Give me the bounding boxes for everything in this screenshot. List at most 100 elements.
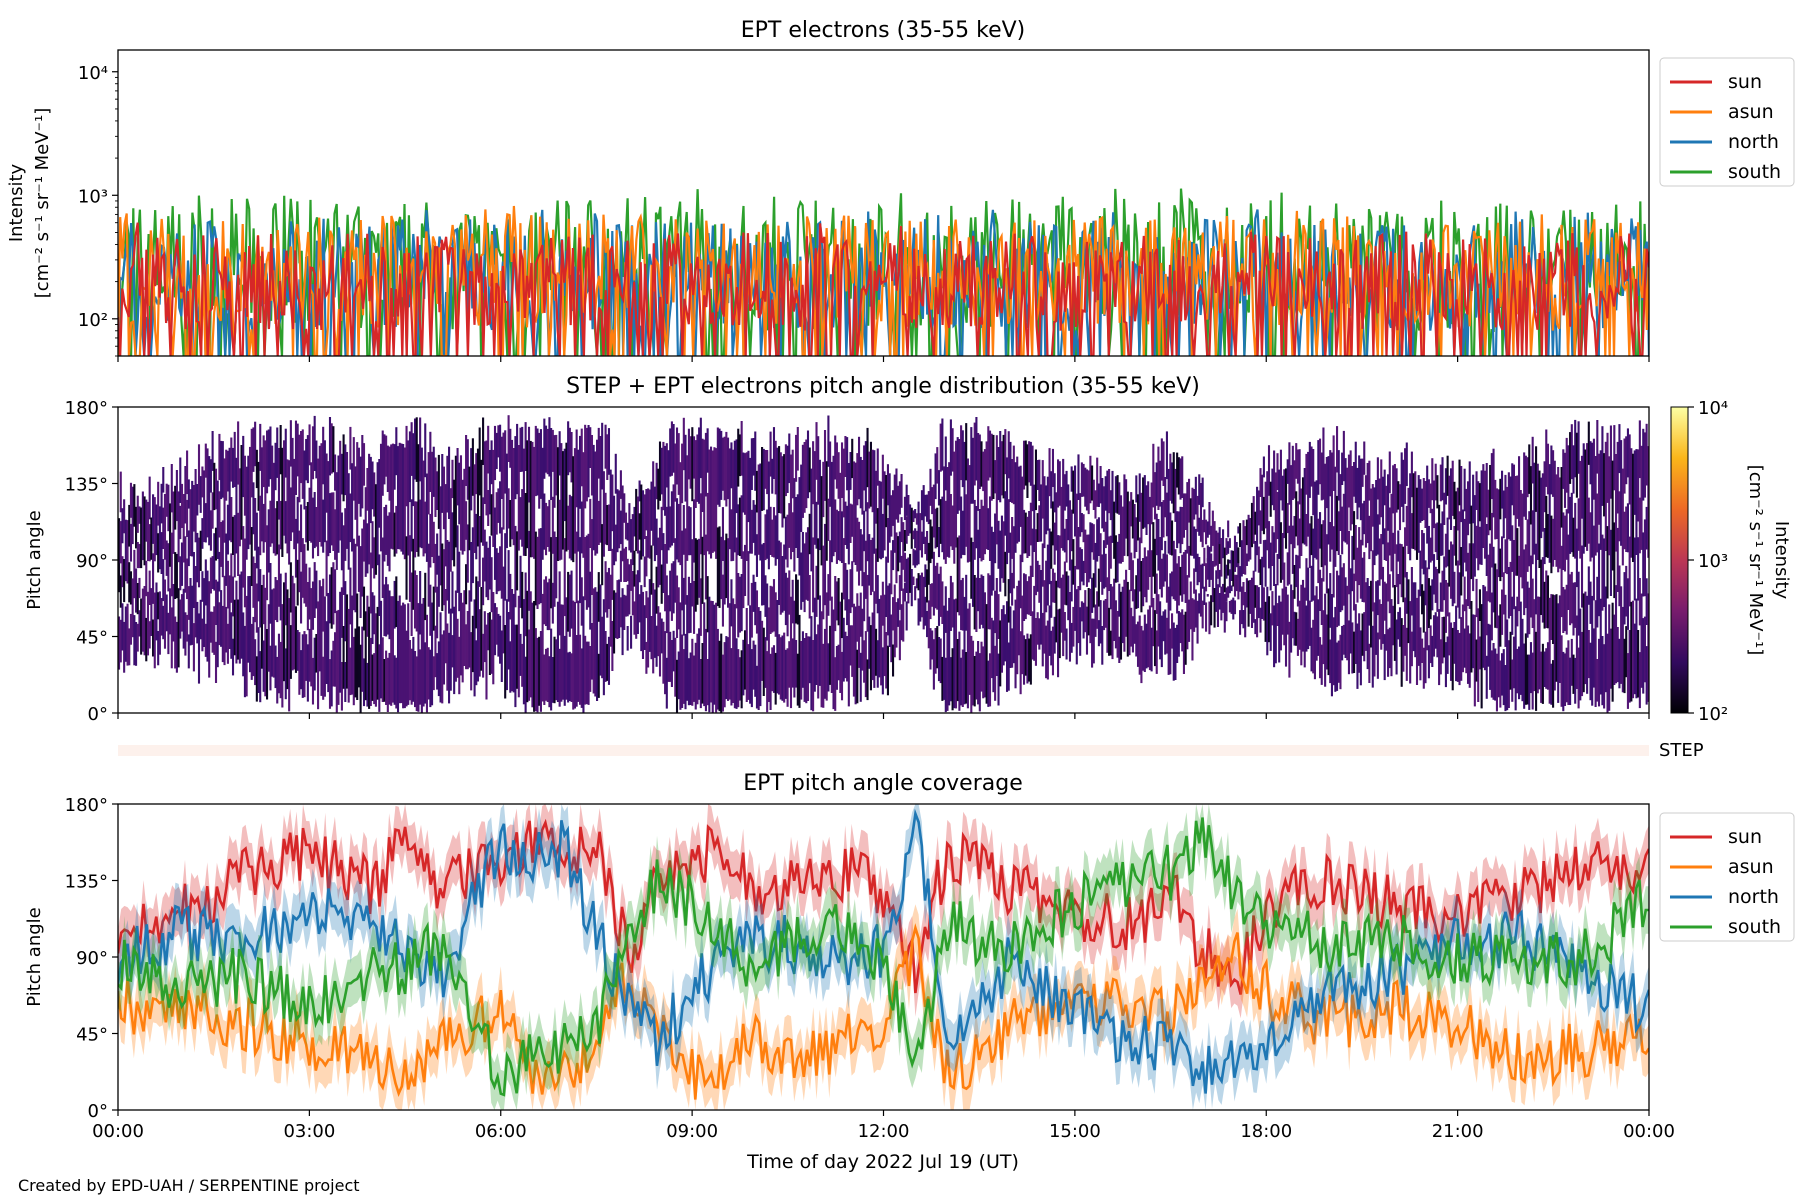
pad-cell — [1152, 598, 1155, 647]
pad-cell — [1191, 487, 1194, 556]
pad-cell — [943, 605, 946, 700]
pad-cell — [1128, 501, 1131, 570]
pad-cell — [419, 649, 422, 705]
pad-cell — [633, 506, 636, 537]
pad-cell — [1509, 476, 1512, 541]
pad-cell — [1000, 609, 1003, 673]
pad-cell — [1004, 429, 1007, 475]
pad-cell — [873, 591, 876, 688]
pad-cell — [791, 638, 794, 688]
pad-cell — [633, 550, 636, 587]
pad-cell — [1118, 583, 1121, 617]
pad-cell — [988, 575, 992, 630]
pad-cell — [383, 434, 386, 485]
pad-cell — [905, 558, 908, 593]
pad-cell — [1625, 506, 1628, 552]
pad-cell — [1407, 579, 1410, 644]
pad-cell — [641, 591, 645, 659]
pad-cell — [941, 496, 944, 553]
pad-cell — [177, 491, 180, 563]
pad-cell — [199, 599, 202, 640]
pad-cell — [378, 459, 381, 528]
coverage-band-south — [118, 804, 1649, 1110]
pad-cell — [522, 448, 525, 556]
pad-cell — [978, 509, 981, 559]
pad-cell — [1247, 514, 1250, 562]
pad-cell — [1138, 473, 1141, 522]
pad-cell — [874, 548, 878, 604]
pad-cell — [385, 576, 388, 637]
pad-cell — [937, 573, 941, 626]
pad-cell — [1342, 624, 1345, 655]
pad-cell — [769, 506, 772, 555]
coverage-band-north — [118, 804, 1649, 1110]
pad-cell — [686, 455, 689, 561]
pad-cell — [306, 435, 309, 484]
pad-cell — [126, 603, 129, 666]
pad-cell — [124, 606, 127, 662]
pad-cell — [621, 588, 624, 656]
pad-cell — [386, 657, 389, 712]
pad-cell — [216, 581, 219, 668]
pad-cell — [730, 509, 733, 562]
pad-cell — [1170, 462, 1174, 504]
pad-cell — [813, 451, 816, 545]
pad-cell — [1058, 461, 1061, 506]
pad-cell — [362, 519, 366, 562]
pad-cell — [704, 432, 707, 497]
pad-cell — [1040, 484, 1043, 542]
pad-cell — [1140, 492, 1143, 544]
pad-cell — [1614, 585, 1618, 684]
pad-cell — [997, 520, 1000, 569]
pad-cell — [1606, 633, 1609, 713]
pad-cell — [982, 451, 985, 492]
pad-cell — [1181, 554, 1184, 602]
pad-cell — [1118, 482, 1121, 515]
pad-cell — [488, 450, 491, 515]
pad-cell — [786, 514, 789, 568]
pad-cell — [1165, 554, 1168, 603]
pad-cell — [510, 589, 514, 692]
pad-cell — [675, 659, 679, 713]
pad-cell — [1552, 660, 1555, 708]
pad-cell — [1026, 444, 1029, 498]
pad-cell — [604, 631, 607, 682]
pad-cell — [618, 579, 621, 638]
pad-cell — [1463, 468, 1466, 512]
pad-cell — [764, 637, 767, 688]
pad-cell — [1385, 485, 1388, 561]
pad-cell — [1230, 599, 1233, 614]
pad-cell — [242, 612, 245, 677]
pad-cell — [1101, 626, 1104, 665]
x-tick-label: 12:00 — [858, 1121, 910, 1142]
pad-cell — [1609, 425, 1612, 499]
pad-cell — [863, 640, 866, 683]
pad-cell — [1330, 594, 1333, 697]
pad-cell — [917, 531, 920, 565]
pad-cell — [1024, 512, 1027, 554]
pad-cell — [596, 439, 599, 554]
pad-cell — [1303, 468, 1306, 545]
pad-cell — [1541, 557, 1544, 623]
pad-cell — [1387, 542, 1390, 602]
pad-cell — [672, 561, 675, 614]
pad-cell — [551, 657, 554, 703]
pad-cell — [266, 629, 269, 700]
pad-colorbar — [1670, 406, 1689, 714]
pad-cell — [999, 620, 1002, 687]
pad-cell — [924, 536, 927, 555]
pad-cell — [497, 425, 500, 458]
pad-cell — [1567, 534, 1570, 610]
pad-cell — [165, 540, 168, 576]
pad-cell — [635, 488, 638, 552]
pad-cell — [191, 480, 194, 557]
pad-cell — [141, 588, 144, 652]
pad-cell — [218, 602, 221, 646]
pad-cell — [1247, 580, 1250, 627]
pad-cell — [1038, 564, 1041, 603]
pad-cell — [388, 652, 391, 705]
pad-cell — [881, 581, 884, 626]
pad-ytick-label: 45° — [76, 628, 108, 649]
pad-cell — [1637, 537, 1640, 601]
pad-cell — [266, 525, 269, 601]
